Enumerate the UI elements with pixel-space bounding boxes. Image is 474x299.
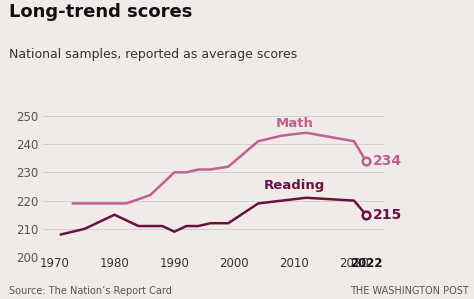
Text: National samples, reported as average scores: National samples, reported as average sc… [9,48,298,61]
Text: 234: 234 [373,154,402,168]
Text: Reading: Reading [264,179,326,192]
Text: 2000: 2000 [219,257,249,270]
Text: 2020: 2020 [339,257,369,270]
Text: Source: The Nation’s Report Card: Source: The Nation’s Report Card [9,286,173,296]
Text: 215: 215 [373,208,402,222]
Text: 1970: 1970 [40,257,70,270]
Text: 1990: 1990 [159,257,189,270]
Text: 2010: 2010 [279,257,309,270]
Text: Math: Math [276,117,314,130]
Text: 2022: 2022 [350,257,382,270]
Text: THE WASHINGTON POST: THE WASHINGTON POST [350,286,469,296]
Text: 1980: 1980 [100,257,129,270]
Text: Long-trend scores: Long-trend scores [9,3,193,21]
